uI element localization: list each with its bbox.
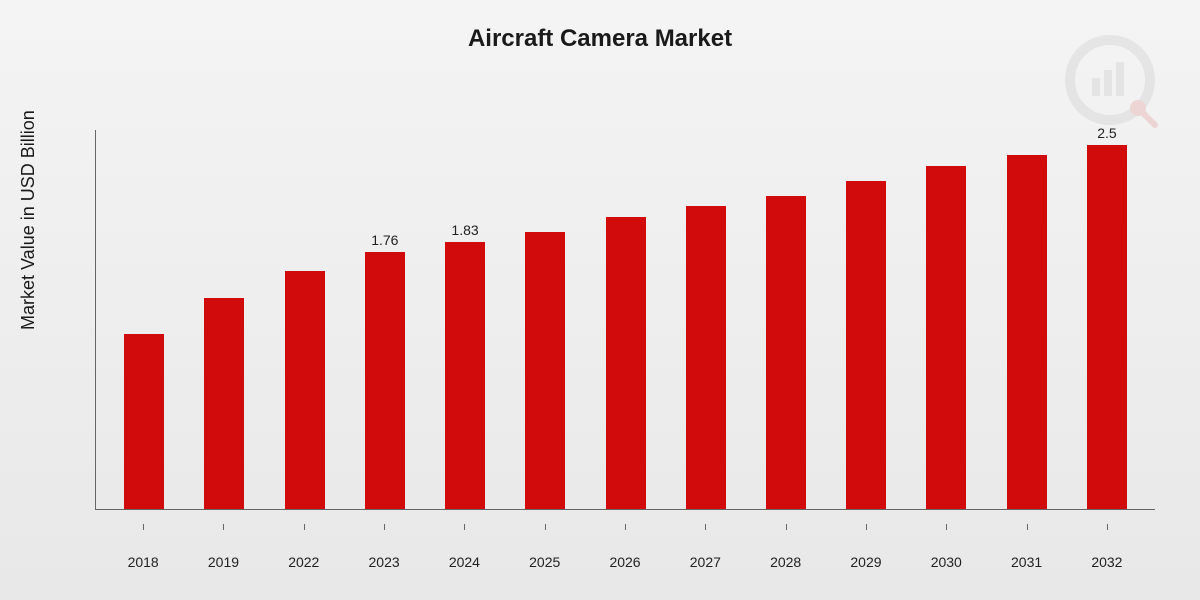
x-tick-label: 2022 — [264, 554, 344, 570]
bar — [926, 166, 966, 509]
bar-value-label: 1.76 — [371, 232, 398, 248]
bar — [1087, 145, 1127, 509]
bar — [606, 217, 646, 509]
x-tick-label: 2029 — [826, 554, 906, 570]
x-tick-label: 2019 — [183, 554, 263, 570]
bars-container: 1.76 1.83 2.5 — [96, 130, 1155, 509]
bar — [766, 196, 806, 509]
bar-slot: 1.76 — [345, 130, 425, 509]
bar — [525, 232, 565, 509]
plot-area: 1.76 1.83 2.5 — [95, 130, 1155, 510]
y-axis-label: Market Value in USD Billion — [18, 110, 39, 330]
bar-slot — [505, 130, 585, 509]
bar-slot — [264, 130, 344, 509]
bar — [285, 271, 325, 509]
bar — [686, 206, 726, 509]
x-tick-label: 2027 — [665, 554, 745, 570]
bar-slot — [585, 130, 665, 509]
bar-slot: 1.83 — [425, 130, 505, 509]
bar — [204, 298, 244, 509]
bar — [445, 242, 485, 509]
x-ticks: 2018201920222023202420252026202720282029… — [95, 554, 1155, 570]
bar-slot — [666, 130, 746, 509]
x-tick-label: 2018 — [103, 554, 183, 570]
bar-value-label: 2.5 — [1097, 125, 1116, 141]
bar-slot — [746, 130, 826, 509]
x-tick-label: 2031 — [986, 554, 1066, 570]
x-tick-label: 2026 — [585, 554, 665, 570]
chart-area: 1.761.832.5 2018201920222023202420252026… — [80, 130, 1160, 540]
x-tick-label: 2025 — [505, 554, 585, 570]
x-tick-label: 2028 — [746, 554, 826, 570]
bar — [846, 181, 886, 509]
x-tick-label: 2030 — [906, 554, 986, 570]
x-tick-label: 2024 — [424, 554, 504, 570]
bar-slot — [826, 130, 906, 509]
chart-title: Aircraft Camera Market — [0, 0, 1200, 53]
bar-value-label: 1.83 — [451, 222, 478, 238]
bar — [365, 252, 405, 509]
bar-slot — [184, 130, 264, 509]
watermark-logo — [1060, 30, 1160, 135]
bar — [124, 334, 164, 509]
x-tick-label: 2032 — [1067, 554, 1147, 570]
bar-slot — [104, 130, 184, 509]
bar-slot: 2.5 — [1067, 130, 1147, 509]
bar — [1007, 155, 1047, 509]
bar-slot — [906, 130, 986, 509]
x-tick-label: 2023 — [344, 554, 424, 570]
bar-slot — [987, 130, 1067, 509]
